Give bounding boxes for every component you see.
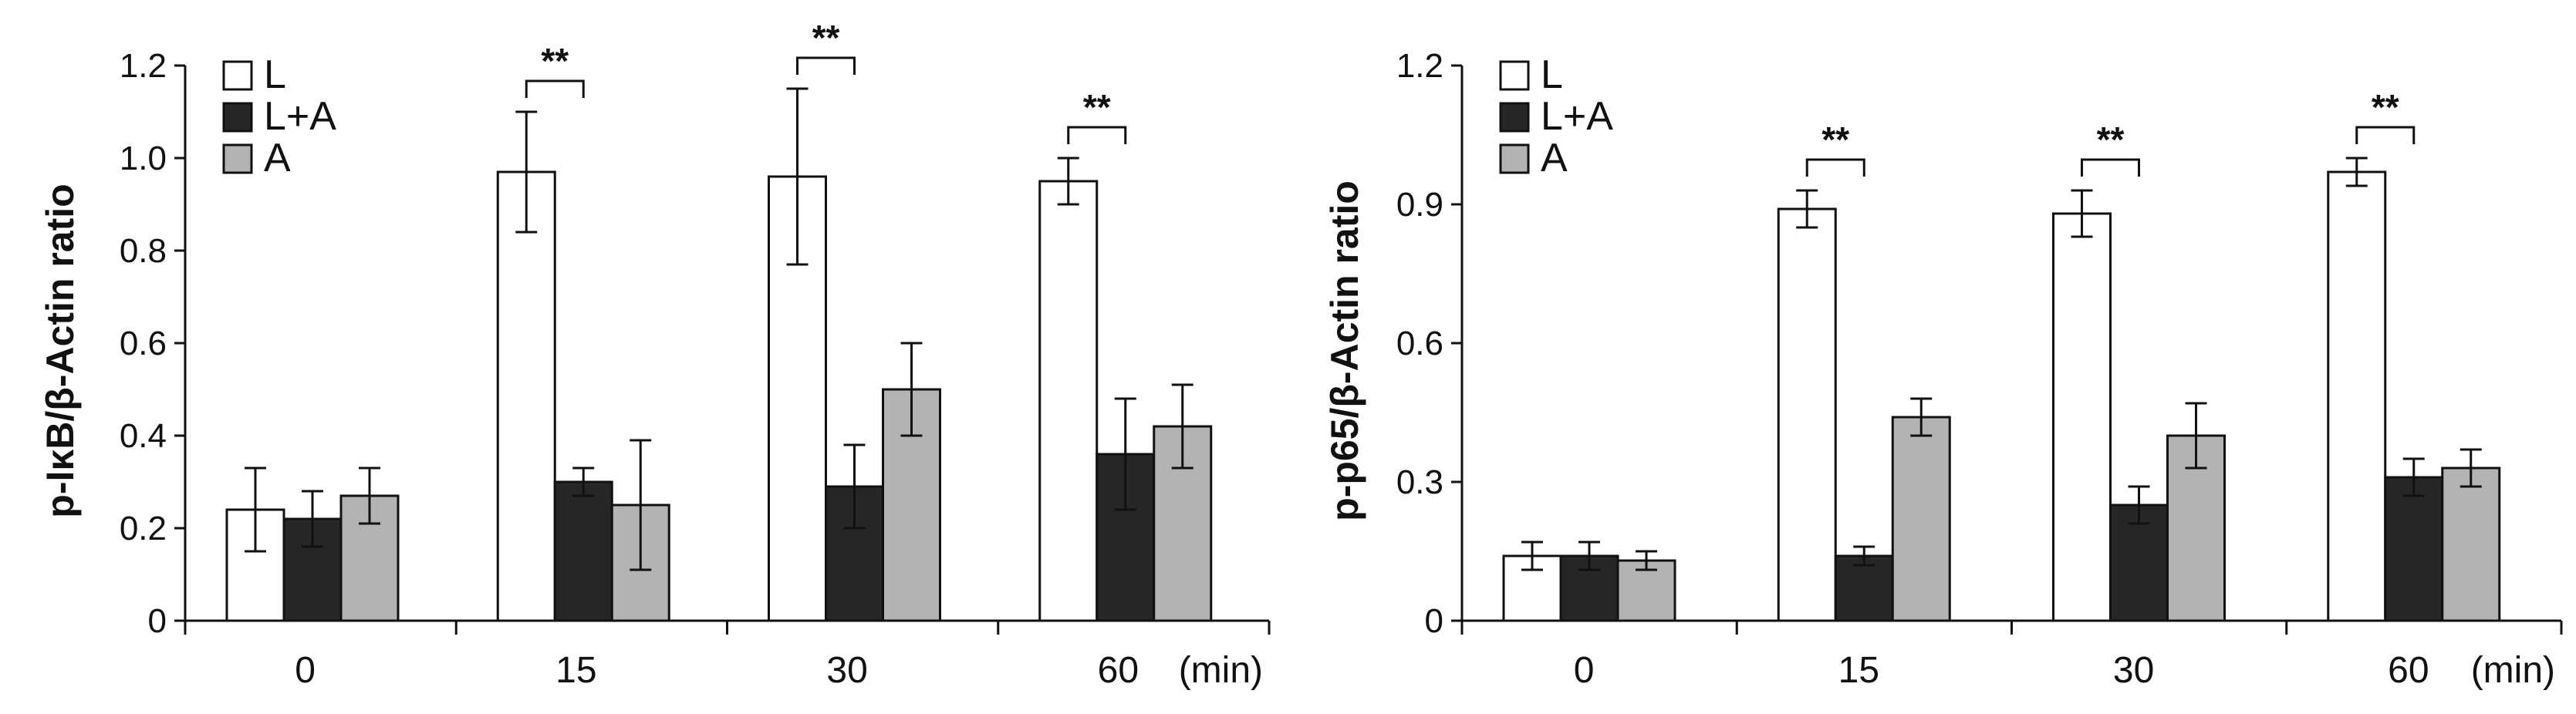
y-tick-label: 0.8: [120, 232, 167, 270]
x-tick-label: 15: [555, 650, 596, 691]
y-tick-label: 1.2: [1396, 47, 1443, 85]
bar-lplusa-15: [553, 480, 613, 622]
chart-panel-2: 0 0.3 0.6 0.9 1.2 p-p65/β-Actin ratio 0 15 30 60 (…: [1323, 47, 2563, 691]
chart-panel-1: 0 0.2 0.4 0.6 0.8 1.0 1.2 p-IκB/β-Actin ratio 0 1…: [39, 18, 1271, 691]
bar-l-15: [496, 170, 556, 622]
y-tick-label: 0.3: [1396, 463, 1443, 501]
significance-bracket: [2355, 126, 2416, 144]
bar-l-30: [2052, 212, 2112, 622]
legend-swatch: [1499, 143, 1530, 174]
x-tick-label: 60: [1098, 650, 1139, 691]
significance-bracket: [2081, 158, 2140, 177]
y-tick-label: 0.6: [120, 325, 167, 362]
y-tick-label: 0.2: [120, 510, 167, 547]
y-axis-label: p-p65/β-Actin ratio: [1323, 180, 1366, 521]
significance-bracket: [1805, 158, 1865, 177]
x-axis-unit: (min): [1179, 650, 1263, 691]
x-tick-label: 30: [826, 650, 867, 691]
bar-l-15: [1777, 207, 1837, 622]
legend-label: L: [264, 52, 286, 97]
significance-label: **: [1083, 87, 1111, 127]
significance-label: **: [2372, 87, 2399, 127]
legend-swatch: [222, 143, 253, 174]
legend-swatch: [222, 102, 253, 133]
legend-label: L+A: [1541, 94, 1613, 139]
legend-swatch: [1499, 102, 1530, 133]
significance-bracket: [796, 56, 856, 75]
significance-label: **: [1821, 120, 1849, 160]
significance-label: **: [2097, 120, 2125, 160]
legend-swatch: [1499, 60, 1530, 91]
x-tick-label: 0: [295, 650, 316, 691]
significance-label: **: [812, 18, 840, 58]
x-tick-label: 30: [2113, 650, 2154, 691]
bar-lplusa-60: [2384, 476, 2444, 622]
bar-l-60: [2327, 170, 2387, 622]
y-axis-label: p-IκB/β-Actin ratio: [39, 184, 82, 517]
y-tick-label: 0: [148, 602, 167, 640]
x-tick-label: 15: [1838, 650, 1879, 691]
x-tick-label: 60: [2388, 650, 2429, 691]
legend-label: A: [1541, 136, 1568, 180]
legend-label: A: [264, 136, 291, 180]
bar-a-15: [1891, 416, 1951, 622]
legend-label: L+A: [264, 94, 336, 139]
x-tick-label: 0: [1574, 650, 1595, 691]
bar-a-60: [2441, 466, 2501, 622]
significance-bracket: [1067, 126, 1127, 144]
y-tick-label: 1.2: [120, 47, 167, 85]
y-tick-label: 0: [1425, 602, 1443, 640]
y-tick-label: 1.0: [120, 140, 167, 177]
bar-l-60: [1038, 180, 1099, 622]
y-tick-label: 0.4: [120, 417, 167, 455]
legend-label: L: [1541, 52, 1563, 97]
significance-bracket: [525, 79, 585, 98]
legend-swatch: [222, 60, 253, 91]
significance-label: **: [541, 41, 569, 81]
x-axis-unit: (min): [2471, 650, 2555, 691]
y-tick-label: 0.9: [1396, 186, 1443, 224]
y-tick-label: 0.6: [1396, 325, 1443, 362]
